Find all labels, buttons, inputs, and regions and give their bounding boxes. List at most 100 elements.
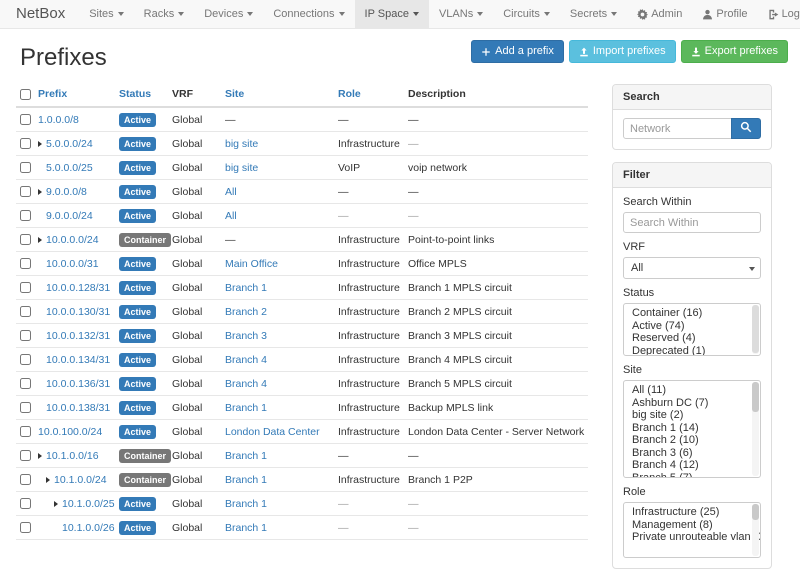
description-value: — bbox=[408, 209, 419, 222]
nav-item-devices[interactable]: Devices bbox=[194, 0, 263, 28]
row-checkbox[interactable] bbox=[20, 402, 31, 414]
scrollbar-thumb[interactable] bbox=[752, 305, 759, 353]
scrollbar-track[interactable] bbox=[752, 382, 759, 476]
site-link[interactable]: London Data Center bbox=[225, 425, 320, 438]
table-row: 10.0.0.0/24 Container Global — Infrastructur… bbox=[16, 227, 588, 252]
prefix-link[interactable]: 10.0.0.130/31 bbox=[46, 305, 111, 318]
nav-item-racks[interactable]: Racks bbox=[134, 0, 195, 28]
prefix-link[interactable]: 10.1.0.0/26 bbox=[62, 521, 115, 534]
search-within-input[interactable] bbox=[623, 212, 761, 233]
prefix-link[interactable]: 10.1.0.0/16 bbox=[46, 449, 99, 462]
scrollbar-thumb[interactable] bbox=[752, 382, 759, 412]
row-checkbox[interactable] bbox=[20, 474, 31, 486]
site-link[interactable]: Main Office bbox=[225, 257, 278, 270]
prefix-link[interactable]: 9.0.0.0/24 bbox=[46, 209, 93, 222]
export-prefixes-button[interactable]: Export prefixes bbox=[680, 40, 788, 63]
column-sort-link[interactable]: Role bbox=[338, 88, 361, 100]
gear-icon bbox=[637, 8, 649, 20]
row-checkbox[interactable] bbox=[20, 258, 31, 270]
prefix-link[interactable]: 10.0.0.134/31 bbox=[46, 353, 111, 366]
row-checkbox[interactable] bbox=[20, 186, 31, 198]
status-option[interactable]: Deprecated (1) bbox=[632, 344, 706, 356]
site-option[interactable]: Ashburn DC (7) bbox=[632, 396, 709, 409]
row-checkbox[interactable] bbox=[20, 378, 31, 390]
row-checkbox[interactable] bbox=[20, 426, 31, 438]
nav-item-ip-space[interactable]: IP Space bbox=[354, 0, 429, 28]
role-option[interactable]: Infrastructure (25) bbox=[632, 506, 720, 518]
prefix-link[interactable]: 10.1.0.0/24 bbox=[54, 473, 107, 486]
site-option[interactable]: All (11) bbox=[632, 384, 667, 396]
prefix-link[interactable]: 10.0.0.128/31 bbox=[46, 281, 111, 294]
prefix-link[interactable]: 10.0.0.0/31 bbox=[46, 257, 99, 270]
add-a-prefix-button[interactable]: Add a prefix bbox=[471, 40, 564, 63]
status-option[interactable]: Container (16) bbox=[632, 307, 703, 319]
site-option[interactable]: Branch 2 (10) bbox=[632, 434, 699, 446]
prefix-link[interactable]: 5.0.0.0/25 bbox=[46, 161, 93, 174]
site-link[interactable]: Branch 2 bbox=[225, 305, 268, 318]
nav-item-vlans[interactable]: VLANs bbox=[429, 0, 493, 28]
role-option[interactable]: Management (8) bbox=[632, 518, 713, 531]
site-link[interactable]: big site bbox=[225, 161, 259, 174]
search-button[interactable] bbox=[731, 118, 761, 139]
row-checkbox[interactable] bbox=[20, 282, 31, 294]
role-option[interactable]: Private unrouteable vlan (0) bbox=[632, 531, 760, 543]
import-prefixes-button[interactable]: Import prefixes bbox=[568, 40, 676, 63]
vrf-select[interactable]: All bbox=[623, 257, 761, 279]
status-option[interactable]: Reserved (4) bbox=[632, 332, 696, 344]
row-checkbox[interactable] bbox=[20, 306, 31, 318]
status-option[interactable]: Active (74) bbox=[632, 319, 685, 332]
site-option[interactable]: Branch 3 (6) bbox=[632, 446, 693, 459]
nav-item-sites[interactable]: Sites bbox=[79, 0, 133, 28]
prefix-link[interactable]: 10.0.100.0/24 bbox=[38, 425, 103, 438]
column-header-role: Role bbox=[338, 84, 408, 108]
row-checkbox[interactable] bbox=[20, 234, 31, 246]
site-link[interactable]: Branch 3 bbox=[225, 329, 268, 342]
select-all-checkbox[interactable] bbox=[20, 88, 31, 100]
prefix-link[interactable]: 1.0.0.0/8 bbox=[38, 113, 79, 126]
search-input[interactable] bbox=[623, 118, 732, 139]
site-link[interactable]: Branch 1 bbox=[225, 521, 268, 534]
site-link[interactable]: Branch 1 bbox=[225, 401, 268, 414]
site-option[interactable]: big site (2) bbox=[632, 409, 684, 421]
user-menu-admin[interactable]: Admin bbox=[627, 0, 692, 28]
row-checkbox[interactable] bbox=[20, 330, 31, 342]
site-option[interactable]: Branch 5 (7) bbox=[632, 471, 693, 478]
prefix-link[interactable]: 5.0.0.0/24 bbox=[46, 137, 93, 150]
site-link[interactable]: Branch 1 bbox=[225, 473, 268, 486]
prefix-link[interactable]: 10.0.0.136/31 bbox=[46, 377, 111, 390]
prefix-link[interactable]: 10.0.0.138/31 bbox=[46, 401, 111, 414]
site-link[interactable]: Branch 1 bbox=[225, 449, 268, 462]
site-link[interactable]: Branch 1 bbox=[225, 497, 268, 510]
user-menu-profile[interactable]: Profile bbox=[692, 0, 757, 28]
nav-item-circuits[interactable]: Circuits bbox=[493, 0, 560, 28]
prefix-link[interactable]: 10.1.0.0/25 bbox=[62, 497, 115, 510]
site-option[interactable]: Branch 4 (12) bbox=[632, 459, 699, 471]
site-option[interactable]: Branch 1 (14) bbox=[632, 421, 699, 434]
site-link[interactable]: Branch 1 bbox=[225, 281, 268, 294]
prefix-link[interactable]: 9.0.0.0/8 bbox=[46, 185, 87, 198]
column-sort-link[interactable]: Status bbox=[119, 88, 152, 100]
scrollbar-thumb[interactable] bbox=[752, 504, 759, 520]
site-link[interactable]: All bbox=[225, 185, 237, 198]
nav-item-secrets[interactable]: Secrets bbox=[560, 0, 627, 28]
row-checkbox[interactable] bbox=[20, 450, 31, 462]
site-link[interactable]: Branch 4 bbox=[225, 377, 268, 390]
nav-item-connections[interactable]: Connections bbox=[263, 0, 354, 28]
vrf-value: Global bbox=[172, 323, 225, 348]
row-checkbox[interactable] bbox=[20, 210, 31, 222]
row-checkbox[interactable] bbox=[20, 354, 31, 366]
site-link[interactable]: Branch 4 bbox=[225, 353, 268, 366]
row-checkbox[interactable] bbox=[20, 498, 31, 510]
site-link[interactable]: All bbox=[225, 209, 237, 222]
row-checkbox[interactable] bbox=[20, 162, 31, 174]
column-sort-link[interactable]: Prefix bbox=[38, 88, 68, 100]
prefix-link[interactable]: 10.0.0.0/24 bbox=[46, 233, 99, 246]
user-menu-log-out[interactable]: Log out bbox=[758, 0, 800, 28]
row-checkbox[interactable] bbox=[20, 114, 31, 126]
row-checkbox[interactable] bbox=[20, 138, 31, 150]
brand-link[interactable]: NetBox bbox=[16, 5, 66, 22]
column-sort-link[interactable]: Site bbox=[225, 88, 245, 100]
row-checkbox[interactable] bbox=[20, 522, 31, 534]
prefix-link[interactable]: 10.0.0.132/31 bbox=[46, 329, 111, 342]
site-link[interactable]: big site bbox=[225, 137, 259, 150]
